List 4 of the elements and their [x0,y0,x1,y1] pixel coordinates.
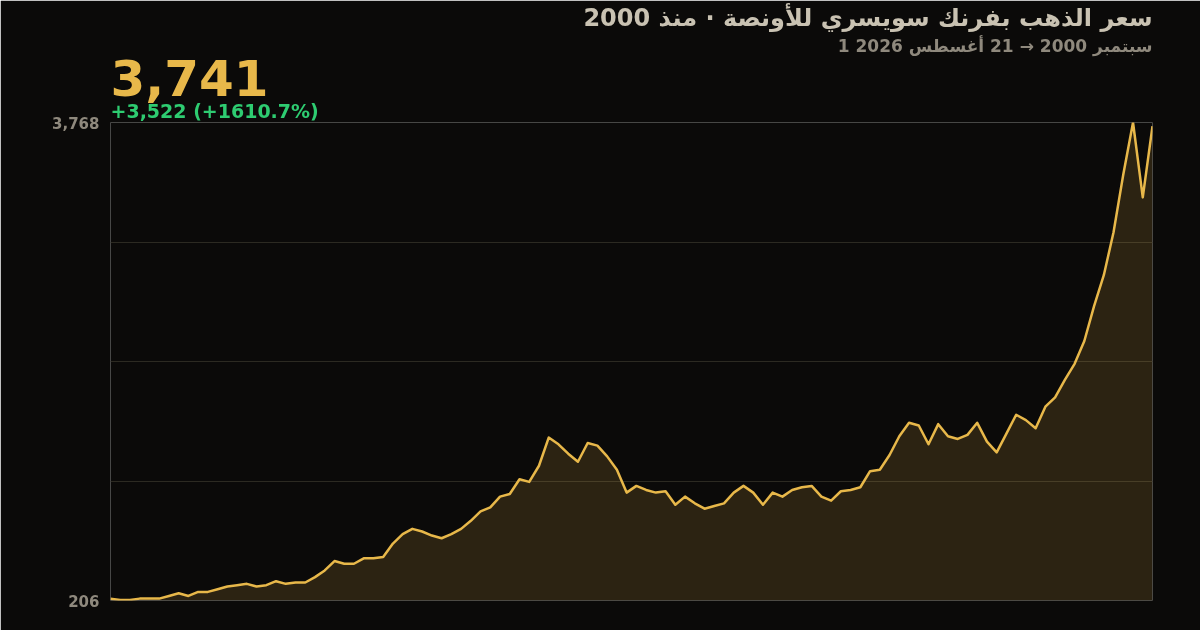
chart-title: سعر الذهب بفرنك سويسري للأونصة · منذ 2000 [583,2,1153,32]
y-tick-label: 206 [68,592,100,611]
y-tick-label: 3,768 [52,114,100,133]
chart-subtitle: 1 سبتمبر 2000 → 21 أغسطس 2026 [837,34,1153,57]
